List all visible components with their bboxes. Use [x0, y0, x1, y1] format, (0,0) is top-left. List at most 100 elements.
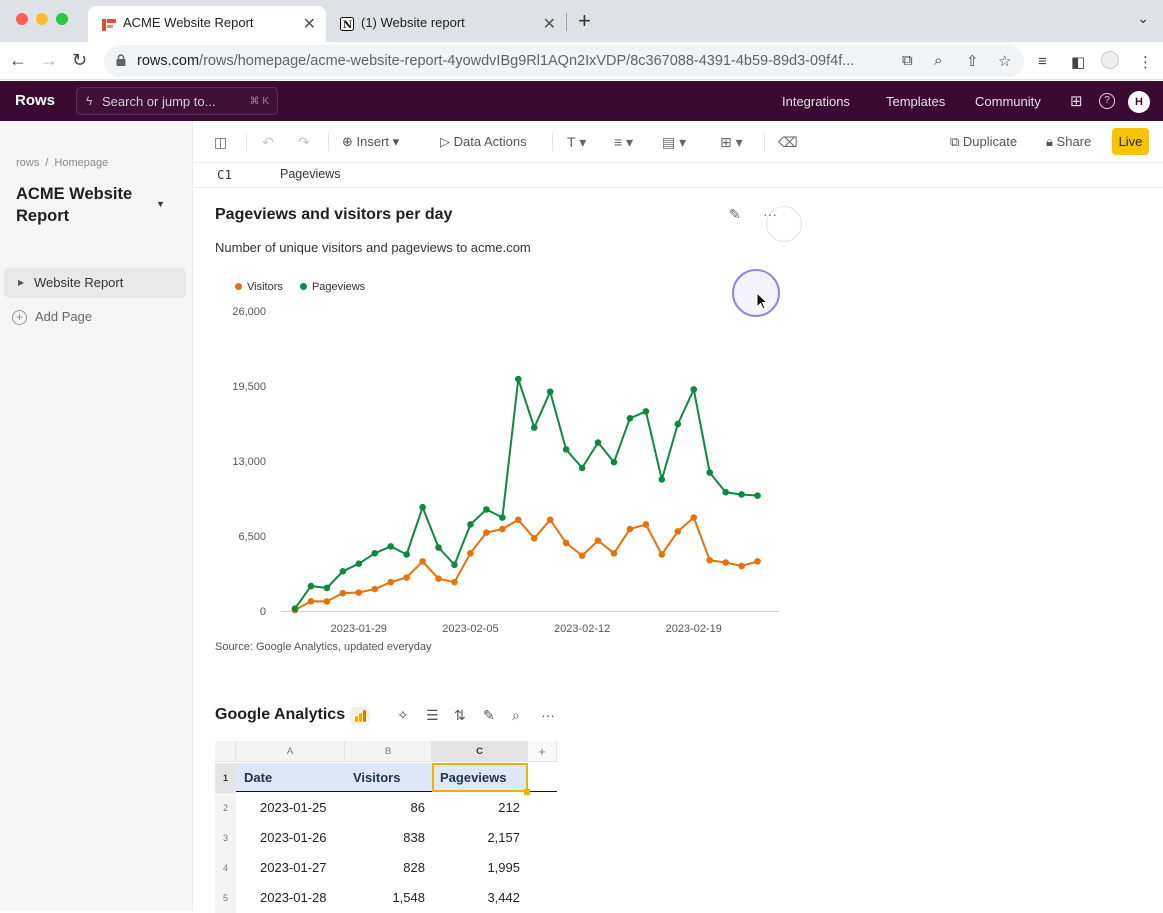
align-icon[interactable]: ≡ ▾: [614, 134, 634, 150]
address-bar[interactable]: rows.com/rows/homepage/acme-website-repo…: [104, 45, 1024, 77]
rows-favicon-icon: [102, 19, 116, 31]
browser-tab-acme[interactable]: ACME Website Report ✕: [88, 6, 326, 42]
redo-icon[interactable]: ↷: [298, 134, 310, 150]
cell-pageviews[interactable]: 212: [498, 800, 520, 815]
reload-icon[interactable]: ↻: [72, 50, 88, 70]
search-icon[interactable]: ⌕: [512, 707, 520, 723]
data-point-pageviews: [467, 521, 474, 528]
data-point-visitors: [658, 551, 666, 558]
cell-visitors[interactable]: 828: [403, 860, 425, 875]
column-header-c[interactable]: C: [432, 741, 528, 762]
data-actions-button[interactable]: ▷ Data Actions: [440, 134, 527, 150]
cell-date[interactable]: 2023-01-28: [260, 890, 327, 905]
insert-button[interactable]: ⊕ Insert ▾: [342, 134, 400, 149]
row-number[interactable]: 2: [215, 793, 236, 823]
share-page-icon[interactable]: ⇧: [966, 53, 979, 70]
ai-sparkle-icon[interactable]: ✧: [397, 707, 409, 723]
minimize-window-button[interactable]: [36, 13, 48, 25]
series-line-pageviews: [294, 378, 758, 610]
sidebar: rows / Homepage ACME Website Report ▼ ▶ …: [0, 121, 193, 911]
table-title[interactable]: Google Analytics: [215, 706, 346, 723]
bookmark-star-icon[interactable]: ☆: [998, 53, 1012, 70]
share-button[interactable]: 🔒︎ Share: [1046, 134, 1091, 150]
profile-avatar[interactable]: [1101, 51, 1119, 69]
row-number[interactable]: 4: [215, 853, 236, 883]
view-options-icon[interactable]: ⊞ ▾: [720, 134, 743, 150]
edit-table-icon[interactable]: ✎: [483, 707, 495, 723]
browser-tab-notion[interactable]: N (1) Website report ✕: [326, 6, 566, 42]
corner-cell[interactable]: [215, 741, 236, 762]
data-point-visitors: [403, 574, 410, 581]
nav-integrations[interactable]: Integrations: [782, 94, 850, 109]
live-button[interactable]: Live: [1112, 128, 1149, 155]
doc-menu-caret-icon[interactable]: ▼: [156, 199, 165, 209]
media-controls-icon[interactable]: ≡: [1038, 53, 1047, 70]
gift-icon[interactable]: ⊞: [1070, 93, 1083, 110]
search-box[interactable]: ϟ Search or jump to... ⌘ K: [76, 87, 278, 115]
duplicate-button[interactable]: ⧉ Duplicate: [950, 134, 1017, 150]
help-icon[interactable]: ?: [1099, 93, 1115, 109]
cell-format-icon[interactable]: ▤ ▾: [662, 134, 687, 150]
header-cell-visitors[interactable]: Visitors: [345, 763, 432, 792]
sort-icon[interactable]: ⇅: [454, 707, 466, 723]
sidebar-item-website-report[interactable]: ▶ Website Report: [4, 268, 186, 298]
header-cell-date[interactable]: Date: [236, 763, 345, 792]
cell-visitors[interactable]: 86: [410, 800, 425, 815]
clear-format-icon[interactable]: ⌫: [778, 134, 798, 150]
open-external-icon[interactable]: ⧉: [902, 52, 913, 69]
undo-icon[interactable]: ↶: [262, 134, 274, 150]
add-page-button[interactable]: + Add Page: [12, 309, 92, 325]
fill-handle[interactable]: [524, 789, 530, 795]
breadcrumb-root[interactable]: rows: [16, 157, 40, 169]
cell-date[interactable]: 2023-01-25: [260, 800, 327, 815]
add-column-button[interactable]: +: [528, 741, 557, 762]
edit-chart-icon[interactable]: ✎: [729, 206, 741, 222]
nav-community[interactable]: Community: [975, 94, 1041, 109]
toggle-sidebar-icon[interactable]: ◫: [214, 134, 228, 150]
close-tab-icon[interactable]: ✕: [542, 16, 556, 33]
cell-value[interactable]: Pageviews: [280, 167, 341, 181]
column-header-b[interactable]: B: [345, 741, 432, 762]
nav-templates[interactable]: Templates: [886, 94, 946, 109]
cell-pageviews[interactable]: 3,442: [487, 890, 520, 905]
forward-arrow-icon[interactable]: →: [40, 50, 58, 70]
browser-menu-icon[interactable]: ⋮: [1138, 54, 1153, 71]
legend-item-pageviews[interactable]: Pageviews: [299, 281, 365, 293]
expand-caret-icon[interactable]: ▶: [18, 278, 25, 287]
close-window-button[interactable]: [16, 13, 28, 25]
data-point-visitors: [419, 558, 426, 565]
cell-date[interactable]: 2023-01-26: [260, 830, 327, 845]
side-panel-icon[interactable]: ◧: [1071, 54, 1086, 71]
row-number[interactable]: 5: [215, 883, 236, 913]
cell-visitors[interactable]: 838: [403, 830, 425, 845]
tab-search-chevron-icon[interactable]: ⌄: [1137, 10, 1149, 26]
doc-title[interactable]: ACME Website Report: [16, 185, 133, 225]
brand-logo[interactable]: Rows: [15, 92, 56, 109]
row-number[interactable]: 1: [215, 763, 236, 793]
back-arrow-icon[interactable]: ←: [9, 50, 27, 70]
cell-pageviews[interactable]: 2,157: [487, 830, 520, 845]
filter-icon[interactable]: ☰: [426, 707, 439, 723]
text-format-icon[interactable]: T ▾: [567, 134, 587, 150]
data-point-pageviews: [499, 514, 506, 521]
user-avatar[interactable]: H: [1128, 91, 1150, 113]
more-options-icon[interactable]: ···: [541, 707, 555, 723]
zoom-icon[interactable]: ⌕: [934, 52, 943, 69]
maximize-window-button[interactable]: [56, 13, 68, 25]
data-point-pageviews: [291, 605, 299, 612]
cell-reference[interactable]: C1: [217, 167, 233, 182]
row-number[interactable]: 3: [215, 823, 236, 853]
data-point-visitors: [515, 516, 522, 524]
cell-visitors[interactable]: 1,548: [392, 890, 425, 905]
duplicate-label: Duplicate: [962, 134, 1018, 149]
new-tab-icon[interactable]: +: [578, 8, 591, 33]
close-tab-icon[interactable]: ✕: [302, 16, 316, 33]
legend-item-visitors[interactable]: Visitors: [235, 281, 283, 293]
header-cell-pageviews[interactable]: Pageviews: [432, 763, 528, 792]
cell-date[interactable]: 2023-01-27: [260, 860, 327, 875]
cell-pageviews[interactable]: 1,995: [487, 860, 520, 875]
data-point-pageviews: [658, 476, 666, 483]
data-point-pageviews: [610, 458, 618, 466]
breadcrumb-homepage[interactable]: Homepage: [54, 157, 109, 169]
column-header-a[interactable]: A: [236, 741, 345, 762]
